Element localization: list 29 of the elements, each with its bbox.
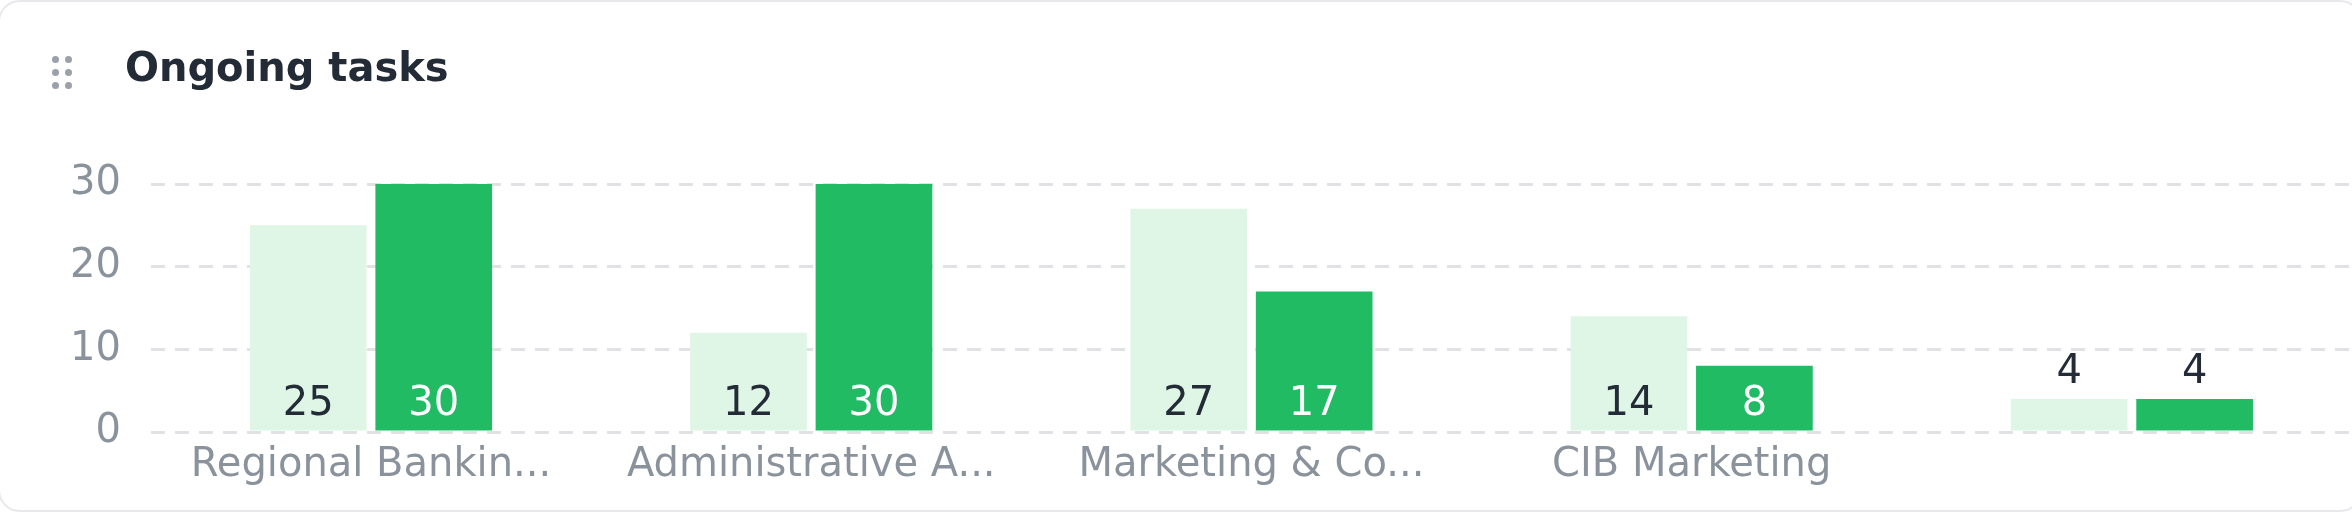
bar <box>249 225 367 431</box>
data-label: 30 <box>408 377 460 424</box>
bar <box>2010 398 2128 431</box>
data-label: 4 <box>2056 346 2082 393</box>
bar <box>1570 316 1688 431</box>
bar <box>690 332 807 431</box>
y-tick-label: 20 <box>69 240 121 287</box>
x-tick-label: Regional Bankin... <box>190 439 552 486</box>
data-label: 27 <box>1163 377 1215 424</box>
bar <box>1696 365 1813 431</box>
x-tick-label: Administrative A... <box>626 439 996 486</box>
data-label: 17 <box>1288 377 1340 424</box>
data-label: 4 <box>2181 346 2208 393</box>
y-tick-label: 30 <box>69 157 121 204</box>
y-tick-label: 10 <box>69 322 121 369</box>
data-label: 25 <box>282 377 334 424</box>
data-label: 8 <box>1741 377 1768 424</box>
bar <box>1130 208 1248 431</box>
bar <box>375 184 493 431</box>
y-tick-label: 0 <box>95 405 121 452</box>
chart-title: Ongoing tasks <box>125 44 449 90</box>
bar <box>2136 398 2253 431</box>
data-label: 12 <box>723 377 774 424</box>
data-label: 30 <box>848 377 900 424</box>
bar <box>815 184 933 431</box>
bar <box>1255 291 1373 431</box>
x-tick-label: Marketing & Co... <box>1078 439 1425 486</box>
x-tick-label: CIB Marketing <box>1552 439 1832 486</box>
data-label: 14 <box>1603 377 1655 424</box>
